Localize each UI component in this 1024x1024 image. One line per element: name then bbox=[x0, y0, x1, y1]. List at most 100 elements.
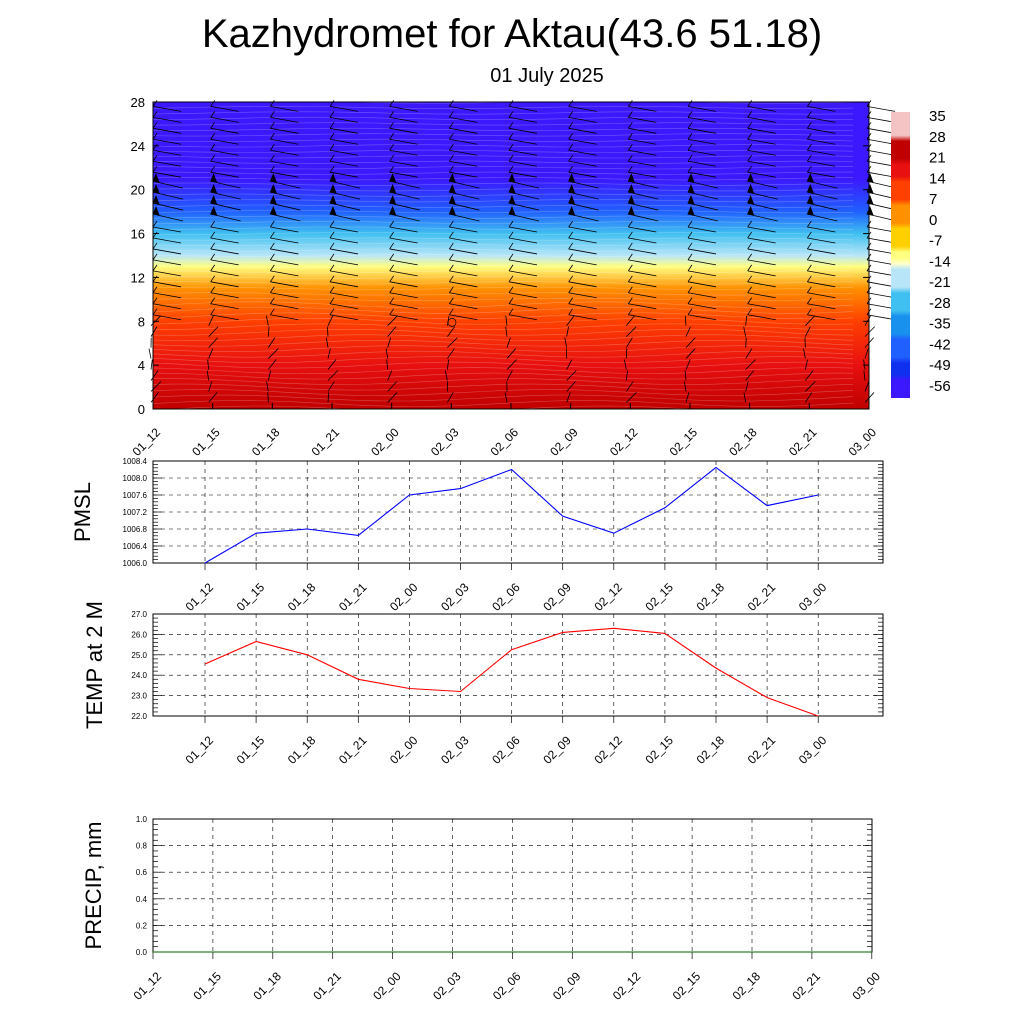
wind-barb-feather bbox=[687, 154, 693, 162]
y-tick-label: 25.0 bbox=[131, 651, 147, 660]
wind-barb-feather bbox=[210, 100, 215, 107]
wind-barb bbox=[625, 337, 633, 348]
y-tick-label: 1007.6 bbox=[123, 491, 148, 500]
wind-barb bbox=[566, 381, 576, 392]
wind-barb-feather bbox=[210, 111, 215, 118]
wind-barb-feather bbox=[210, 133, 215, 140]
wind-barb bbox=[807, 237, 836, 244]
wind-barb bbox=[150, 359, 153, 370]
wind-barb-feather bbox=[508, 111, 514, 118]
wind-barb bbox=[329, 292, 359, 299]
x-tick-label: 01_18 bbox=[285, 580, 319, 614]
wind-barb-feather bbox=[807, 220, 812, 228]
wind-barb-feather bbox=[389, 111, 394, 118]
wind-barb-pennant bbox=[152, 173, 160, 183]
wind-barb-pennant bbox=[448, 205, 456, 216]
wind-barb bbox=[329, 237, 359, 244]
wind-barb bbox=[152, 105, 182, 112]
wind-barb-feather bbox=[747, 220, 752, 228]
wind-barb bbox=[447, 326, 456, 337]
wind-barb-pennant bbox=[508, 184, 516, 194]
wind-barb-pennant bbox=[508, 173, 516, 183]
y-tick-label: 12 bbox=[131, 270, 145, 285]
wind-barb bbox=[329, 149, 359, 156]
wind-barb bbox=[866, 149, 896, 156]
y-tick-label: 27.0 bbox=[131, 610, 147, 619]
wind-barb-feather bbox=[687, 275, 693, 283]
wind-barb bbox=[389, 226, 418, 233]
x-tick-label: 02_06 bbox=[489, 733, 523, 767]
wind-barb-pennant bbox=[448, 194, 456, 205]
x-tick-label: 02_15 bbox=[667, 425, 701, 459]
wind-barb-feather bbox=[628, 308, 633, 315]
wind-barb-pennant bbox=[627, 194, 635, 205]
x-tick-label: 02_15 bbox=[643, 580, 677, 614]
wind-barb-feather bbox=[329, 165, 335, 173]
wind-barb-feather bbox=[568, 100, 573, 107]
wind-barb-feather bbox=[687, 133, 693, 140]
wind-barb-feather bbox=[210, 154, 215, 162]
x-tick-label: 01_12 bbox=[130, 425, 164, 459]
wind-barb bbox=[508, 105, 538, 112]
wind-barb bbox=[747, 270, 776, 277]
wind-barb bbox=[329, 127, 359, 134]
x-tick-label: 01_21 bbox=[309, 425, 343, 459]
wind-barb bbox=[747, 105, 776, 112]
wind-barb bbox=[386, 359, 389, 370]
wind-barb-feather bbox=[508, 286, 514, 294]
wind-barb bbox=[866, 292, 896, 299]
wind-barb-feather bbox=[687, 100, 693, 107]
contour-line bbox=[152, 155, 854, 159]
wind-barb bbox=[508, 270, 538, 277]
wind-barb bbox=[807, 303, 836, 310]
wind-barb-feather bbox=[389, 133, 394, 140]
wind-barb bbox=[685, 326, 691, 337]
wind-barb-feather bbox=[628, 165, 633, 173]
wind-barb-feather bbox=[152, 242, 158, 250]
wind-barb bbox=[208, 392, 218, 403]
wind-barb-feather bbox=[747, 253, 752, 261]
x-tick-label: 01_15 bbox=[191, 969, 225, 1003]
y-tick-label: 26.0 bbox=[131, 630, 147, 639]
wind-barb-feather bbox=[508, 297, 514, 304]
wind-barb-feather bbox=[270, 111, 275, 118]
wind-barb-feather bbox=[568, 231, 573, 239]
y-tick-label: 8 bbox=[138, 314, 145, 329]
y-axis-label: TEMP at 2 M bbox=[82, 601, 107, 729]
wind-barb-feather bbox=[687, 111, 693, 118]
contour-line bbox=[152, 138, 854, 142]
x-tick-label: 01_15 bbox=[189, 425, 223, 459]
wind-barb-feather bbox=[687, 220, 693, 228]
x-tick-label: 02_12 bbox=[610, 969, 644, 1003]
wind-barb bbox=[687, 303, 717, 310]
y-axis-label: PRECIP, mm bbox=[81, 822, 106, 950]
wind-barb-feather bbox=[329, 286, 335, 294]
wind-barb bbox=[270, 237, 299, 244]
contour-line bbox=[152, 232, 854, 236]
wind-barb bbox=[152, 303, 182, 310]
wind-barb-feather bbox=[807, 275, 812, 283]
wind-barb-feather bbox=[807, 286, 812, 294]
wind-barb-pennant bbox=[269, 205, 277, 216]
wind-barb-feather bbox=[508, 264, 514, 272]
wind-barb bbox=[866, 270, 896, 277]
wind-barb-feather bbox=[329, 111, 335, 118]
wind-barb bbox=[505, 326, 508, 337]
x-tick-label: 02_12 bbox=[591, 733, 625, 767]
wind-barb bbox=[387, 337, 392, 348]
wind-barb bbox=[807, 270, 836, 277]
wind-barb bbox=[628, 160, 657, 167]
wind-barb bbox=[508, 127, 538, 134]
wind-barb bbox=[152, 259, 182, 266]
wind-barb bbox=[152, 226, 182, 233]
wind-barb-feather bbox=[210, 264, 215, 272]
contour-line bbox=[152, 265, 854, 269]
wind-barb bbox=[265, 315, 269, 326]
pmsl-panel: 1006.0 1006.4 1006.8 1007.2 1007.6 1008.0 1008… bbox=[70, 457, 884, 614]
y-tick-label: 0.4 bbox=[136, 895, 148, 904]
colorbar-label: -42 bbox=[929, 336, 951, 353]
wind-barb-feather bbox=[270, 122, 275, 129]
wind-barb bbox=[568, 259, 597, 266]
wind-barb bbox=[270, 116, 299, 123]
wind-barb-feather bbox=[210, 275, 215, 283]
